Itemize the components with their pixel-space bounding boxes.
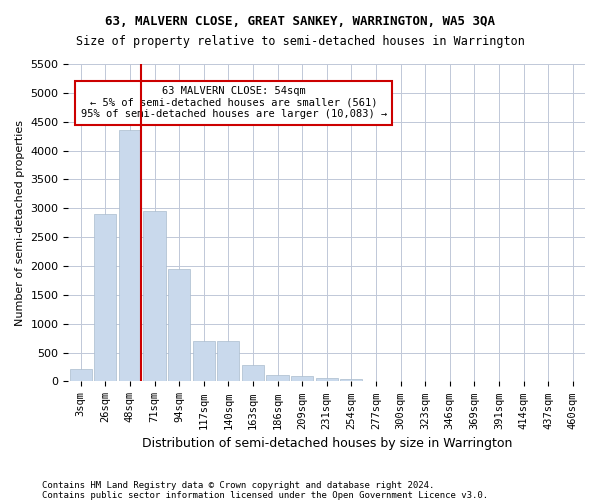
Text: Contains public sector information licensed under the Open Government Licence v3: Contains public sector information licen… <box>42 491 488 500</box>
Text: 63, MALVERN CLOSE, GREAT SANKEY, WARRINGTON, WA5 3QA: 63, MALVERN CLOSE, GREAT SANKEY, WARRING… <box>105 15 495 28</box>
Bar <box>217 341 239 382</box>
Bar <box>168 269 190 382</box>
Text: Contains HM Land Registry data © Crown copyright and database right 2024.: Contains HM Land Registry data © Crown c… <box>42 481 434 490</box>
Bar <box>242 366 264 382</box>
Bar <box>193 341 215 382</box>
Bar <box>266 374 289 382</box>
Bar <box>316 378 338 382</box>
Text: 63 MALVERN CLOSE: 54sqm
← 5% of semi-detached houses are smaller (561)
95% of se: 63 MALVERN CLOSE: 54sqm ← 5% of semi-det… <box>80 86 387 120</box>
Bar <box>340 378 362 382</box>
Text: Size of property relative to semi-detached houses in Warrington: Size of property relative to semi-detach… <box>76 35 524 48</box>
Bar <box>94 214 116 382</box>
Bar <box>70 368 92 382</box>
Bar <box>119 130 141 382</box>
X-axis label: Distribution of semi-detached houses by size in Warrington: Distribution of semi-detached houses by … <box>142 437 512 450</box>
Bar <box>143 211 166 382</box>
Y-axis label: Number of semi-detached properties: Number of semi-detached properties <box>15 120 25 326</box>
Bar <box>291 376 313 382</box>
